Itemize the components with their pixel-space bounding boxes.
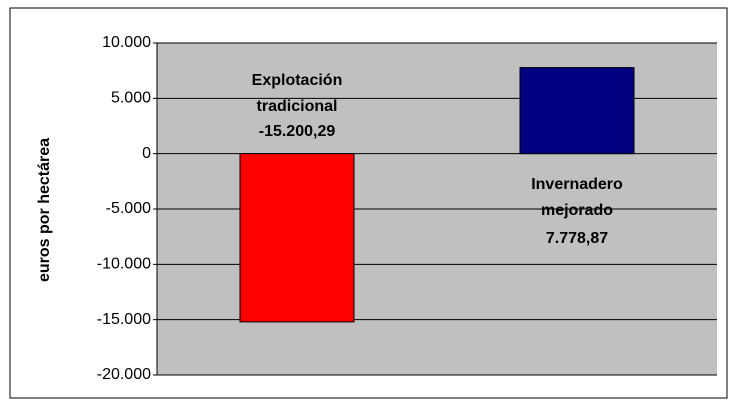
bar: [519, 67, 635, 155]
category-label: Invernadero mejorado: [531, 175, 623, 219]
y-tick-label: -15.000: [97, 311, 151, 328]
y-tick-label: -10.000: [97, 256, 151, 273]
y-tick-label: 0: [142, 145, 151, 162]
y-tick-label: 5.000: [111, 90, 151, 107]
bar: [239, 153, 355, 323]
value-label: 7.778,87: [545, 229, 609, 247]
y-axis-title: euros por hectárea: [36, 138, 53, 282]
value-label: -15.200,29: [258, 122, 336, 140]
category-label: Explotación tradicional: [251, 71, 343, 115]
y-tick-label: -5.000: [106, 200, 151, 217]
y-tick-label: 10.000: [102, 34, 151, 51]
y-tick-label: -20.000: [97, 366, 151, 383]
